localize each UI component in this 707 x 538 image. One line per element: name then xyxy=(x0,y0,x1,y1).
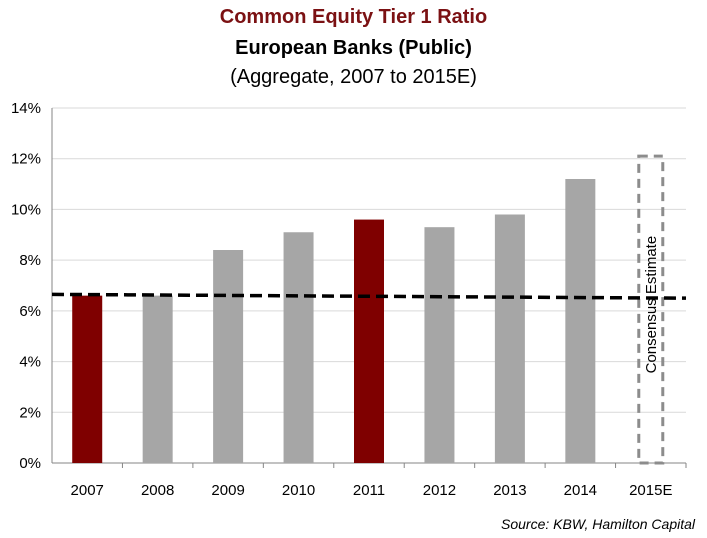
y-tick-label: 12% xyxy=(11,151,41,168)
source-note: Source: KBW, Hamilton Capital xyxy=(501,516,695,532)
bar xyxy=(494,214,525,463)
chart-subtitle-range: (Aggregate, 2007 to 2015E) xyxy=(230,66,477,88)
x-tick-label: 2012 xyxy=(423,482,456,499)
x-tick-label: 2009 xyxy=(211,482,244,499)
bar xyxy=(213,250,244,463)
y-tick-label: 14% xyxy=(11,100,41,117)
y-tick-label: 2% xyxy=(19,404,41,421)
x-tick-label: 2008 xyxy=(141,482,174,499)
bar xyxy=(142,295,173,463)
y-tick-label: 10% xyxy=(11,201,41,218)
x-tick-label: 2015E xyxy=(629,482,672,499)
bar xyxy=(565,179,596,463)
x-tick-label: 2014 xyxy=(564,482,597,499)
chart-subtitle: European Banks (Public) xyxy=(235,37,472,59)
reference-line xyxy=(51,292,687,300)
bar xyxy=(283,232,314,463)
bar xyxy=(354,219,384,463)
estimate-annotation: Consensus Estimate xyxy=(643,236,660,374)
x-tick-label: 2010 xyxy=(282,482,315,499)
chart-title: Common Equity Tier 1 Ratio xyxy=(219,6,488,28)
bar xyxy=(424,227,455,463)
x-tick-label: 2011 xyxy=(353,482,385,499)
x-tick-label: 2013 xyxy=(493,482,526,499)
y-tick-label: 4% xyxy=(19,354,41,371)
bar xyxy=(72,295,103,463)
x-tick-label: 2007 xyxy=(71,482,104,499)
y-tick-label: 6% xyxy=(19,303,41,320)
y-tick-label: 0% xyxy=(19,455,41,472)
y-tick-label: 8% xyxy=(19,252,41,269)
